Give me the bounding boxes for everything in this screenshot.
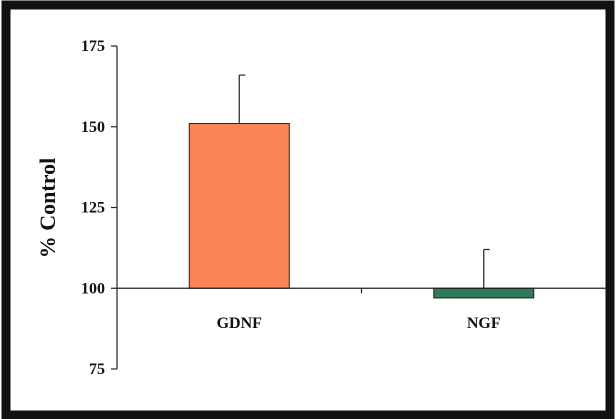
y-tick-label: 175	[81, 38, 105, 55]
x-tick-label: NGF	[467, 315, 501, 332]
bar-ngf	[433, 287, 535, 299]
y-tick-label: 150	[81, 119, 105, 136]
plot-area: 75 100 125 150 175 GDNF NGF	[81, 38, 607, 378]
y-tick-label: 125	[81, 200, 105, 217]
y-tick-label: 75	[89, 361, 105, 378]
bar-gdnf	[188, 123, 290, 289]
x-tick-label: GDNF	[217, 315, 263, 332]
y-axis-title: % Control	[35, 158, 60, 258]
y-tick-label: 100	[81, 280, 105, 297]
